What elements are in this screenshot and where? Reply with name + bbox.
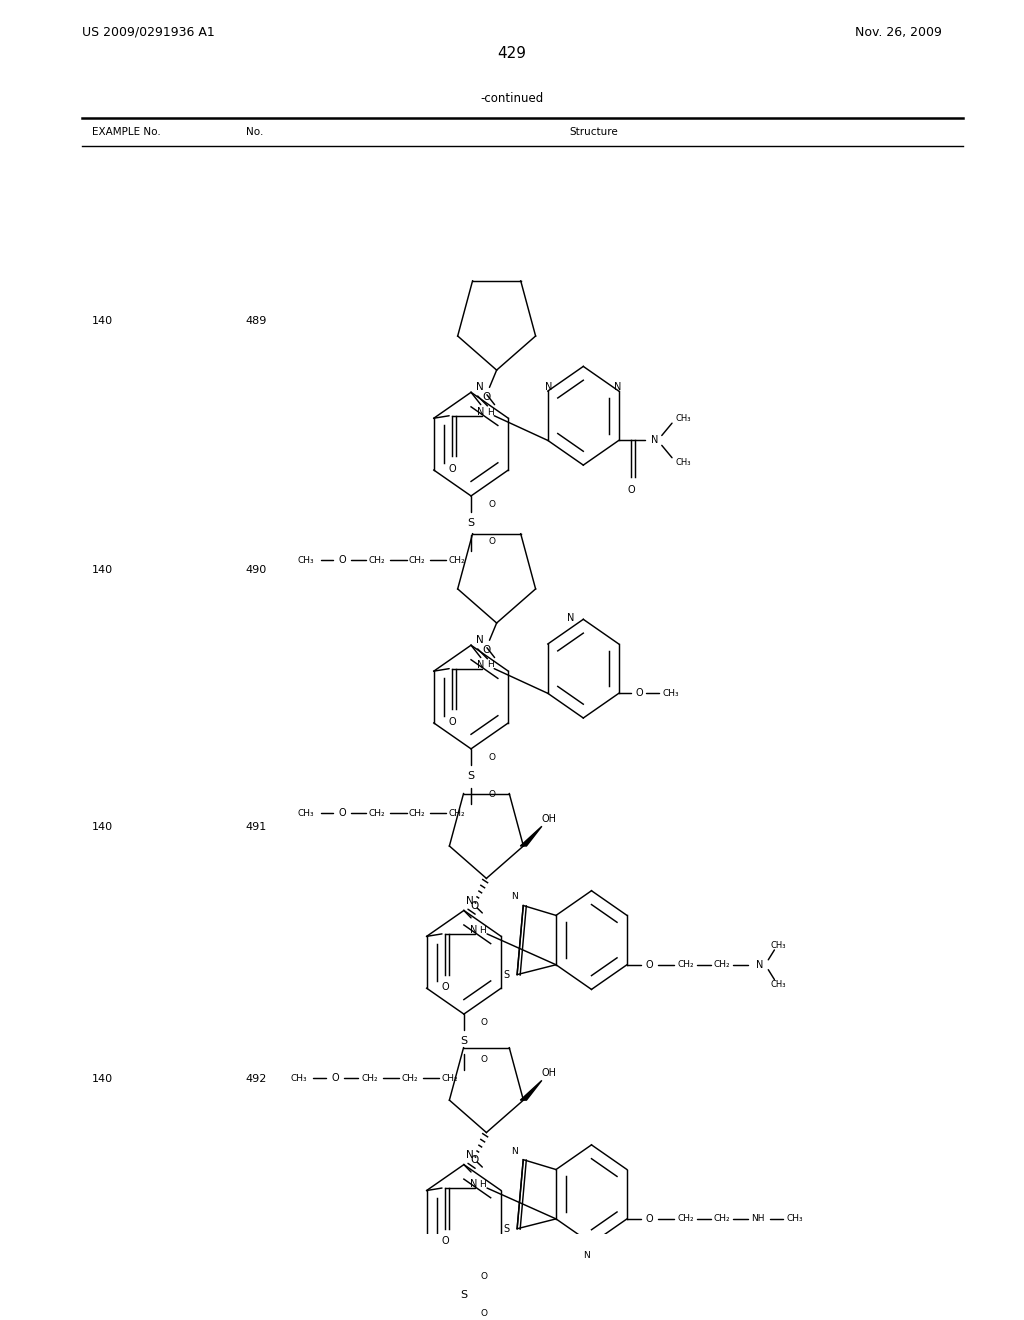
Text: O: O (338, 556, 346, 565)
Text: CH₃: CH₃ (298, 809, 314, 817)
Text: O: O (331, 1073, 339, 1084)
Text: 489: 489 (246, 315, 267, 326)
Text: N: N (545, 383, 553, 392)
Text: CH₂: CH₂ (449, 809, 465, 817)
Text: O: O (646, 960, 653, 970)
Polygon shape (520, 826, 542, 846)
Text: CH₃: CH₃ (771, 979, 786, 989)
Text: O: O (441, 1236, 449, 1246)
Text: N: N (477, 407, 484, 417)
Text: O: O (482, 392, 490, 403)
Text: OH: OH (542, 1068, 556, 1078)
Text: CH₂: CH₂ (677, 960, 693, 969)
Text: Nov. 26, 2009: Nov. 26, 2009 (855, 25, 942, 38)
Text: 490: 490 (246, 565, 267, 576)
Text: O: O (449, 463, 456, 474)
Text: CH₂: CH₂ (714, 960, 730, 969)
Text: O: O (482, 645, 490, 655)
Text: NH: NH (752, 1214, 765, 1224)
Text: CH₂: CH₂ (361, 1073, 378, 1082)
Text: S: S (504, 1224, 510, 1234)
Text: N: N (477, 660, 484, 671)
Text: CH₃: CH₃ (771, 941, 786, 949)
Text: O: O (441, 982, 449, 991)
Text: 140: 140 (92, 565, 114, 576)
Text: O: O (646, 1214, 653, 1224)
Text: CH₂: CH₂ (401, 1073, 418, 1082)
Text: N: N (476, 383, 483, 392)
Text: O: O (338, 808, 346, 818)
Text: O: O (488, 537, 495, 546)
Text: CH₂: CH₂ (369, 556, 385, 565)
Text: N: N (583, 1251, 590, 1261)
Text: N: N (476, 635, 483, 645)
Text: O: O (449, 717, 456, 727)
Text: OH: OH (542, 814, 556, 824)
Text: 491: 491 (246, 821, 267, 832)
Polygon shape (520, 1080, 542, 1100)
Text: O: O (636, 688, 643, 698)
Text: CH₂: CH₂ (369, 809, 385, 817)
Text: N: N (470, 925, 477, 935)
Text: N: N (511, 892, 517, 902)
Text: S: S (504, 970, 510, 979)
Text: CH₃: CH₃ (786, 1214, 803, 1224)
Text: O: O (628, 484, 635, 495)
Text: CH₃: CH₃ (676, 413, 691, 422)
Text: N: N (567, 612, 574, 623)
Text: CH₂: CH₂ (441, 1073, 458, 1082)
Text: H: H (486, 408, 494, 417)
Text: Structure: Structure (569, 127, 618, 137)
Text: CH₂: CH₂ (449, 556, 465, 565)
Text: 429: 429 (498, 46, 526, 61)
Text: CH₃: CH₃ (291, 1073, 307, 1082)
Text: H: H (479, 1180, 486, 1189)
Text: 492: 492 (246, 1074, 267, 1085)
Text: No.: No. (246, 127, 263, 137)
Text: O: O (481, 1272, 487, 1282)
Text: CH₃: CH₃ (663, 689, 679, 698)
Text: O: O (481, 1018, 487, 1027)
Text: 140: 140 (92, 821, 114, 832)
Text: CH₂: CH₂ (409, 809, 425, 817)
Text: CH₂: CH₂ (677, 1214, 693, 1224)
Text: N: N (651, 436, 658, 445)
Text: N: N (466, 895, 474, 906)
Text: N: N (614, 383, 622, 392)
Text: H: H (479, 925, 486, 935)
Text: CH₃: CH₃ (676, 458, 691, 467)
Text: CH₂: CH₂ (714, 1214, 730, 1224)
Text: O: O (470, 1155, 478, 1164)
Text: S: S (468, 517, 474, 528)
Text: S: S (468, 771, 474, 781)
Text: S: S (461, 1036, 467, 1047)
Text: O: O (481, 1055, 487, 1064)
Text: N: N (511, 1147, 517, 1155)
Text: H: H (486, 660, 494, 669)
Text: O: O (488, 752, 495, 762)
Text: 140: 140 (92, 1074, 114, 1085)
Text: O: O (470, 900, 478, 911)
Text: N: N (757, 960, 764, 970)
Text: O: O (488, 500, 495, 510)
Text: -continued: -continued (480, 92, 544, 106)
Text: CH₃: CH₃ (298, 556, 314, 565)
Text: N: N (470, 1179, 477, 1189)
Text: CH₂: CH₂ (409, 556, 425, 565)
Text: S: S (461, 1291, 467, 1300)
Text: O: O (481, 1309, 487, 1319)
Text: US 2009/0291936 A1: US 2009/0291936 A1 (82, 25, 215, 38)
Text: 140: 140 (92, 315, 114, 326)
Text: EXAMPLE No.: EXAMPLE No. (92, 127, 161, 137)
Text: N: N (466, 1150, 474, 1160)
Text: O: O (488, 789, 495, 799)
